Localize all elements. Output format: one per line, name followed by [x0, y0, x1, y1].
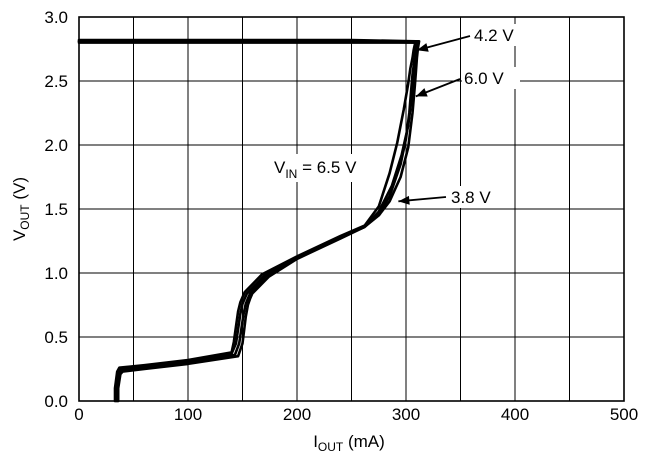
- x-axis-label: IOUT (mA): [313, 432, 385, 454]
- x-tick-label: 400: [501, 405, 529, 424]
- series-line-2: [77, 41, 420, 403]
- series-lines: [77, 38, 421, 403]
- annotation-3-8-v: 3.8 V: [451, 188, 491, 207]
- y-tick-label: 2.0: [44, 136, 68, 155]
- y-axis-label-sub: OUT: [18, 204, 32, 230]
- annotation-6-0-v: 6.0 V: [464, 69, 504, 88]
- annotation-4-2-v: 4.2 V: [474, 26, 514, 45]
- grid-lines: [78, 16, 625, 402]
- annotation-arrows: [398, 35, 471, 205]
- annotation-vin-bg: [272, 154, 384, 182]
- tick-labels: 0 100 200 300 400 500 0.0 0.5 1.0 1.5 2.0 2.5 3.0: [44, 8, 638, 424]
- y-tick-label: 2.5: [44, 72, 68, 91]
- annotation-vin: VIN = 6.5 V: [274, 158, 357, 181]
- annotation-arrow-head: [398, 195, 410, 205]
- y-tick-label: 1.5: [44, 200, 68, 219]
- annotation-3-8-v-bg: [448, 186, 510, 208]
- annotation-4-2-v-bg: [472, 24, 526, 46]
- x-tick-label: 200: [283, 405, 311, 424]
- x-tick-label: 500: [610, 405, 638, 424]
- y-axis-label: VOUT (V): [10, 177, 32, 241]
- annotation-arrow-head: [416, 43, 429, 52]
- series-line-0: [77, 40, 419, 403]
- x-tick-label: 0: [74, 405, 83, 424]
- y-tick-label: 1.0: [44, 264, 68, 283]
- x-tick-label: 100: [174, 405, 202, 424]
- annotation-arrow-head: [415, 88, 428, 97]
- y-tick-label: 3.0: [44, 8, 68, 27]
- annotation-6-0-v-bg: [462, 67, 520, 89]
- x-axis-label-sub: OUT: [318, 440, 344, 454]
- y-tick-label: 0.0: [44, 392, 68, 411]
- y-tick-label: 0.5: [44, 328, 68, 347]
- series-line-3: [77, 38, 418, 403]
- plot-frame: [78, 16, 625, 402]
- annotation-vin-sub: IN: [285, 167, 297, 181]
- x-tick-label: 300: [392, 405, 420, 424]
